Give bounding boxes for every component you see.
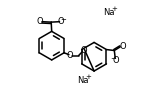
Text: O: O	[119, 42, 126, 51]
Text: O: O	[67, 51, 73, 60]
Text: −: −	[110, 56, 116, 62]
Text: O: O	[112, 56, 119, 65]
Text: Na: Na	[103, 8, 115, 17]
Text: −: −	[60, 17, 66, 23]
Text: O: O	[37, 17, 43, 26]
Text: +: +	[85, 74, 91, 80]
Text: O: O	[58, 17, 64, 26]
Text: Na: Na	[77, 76, 89, 85]
Text: O: O	[80, 46, 87, 55]
Text: +: +	[111, 6, 117, 12]
